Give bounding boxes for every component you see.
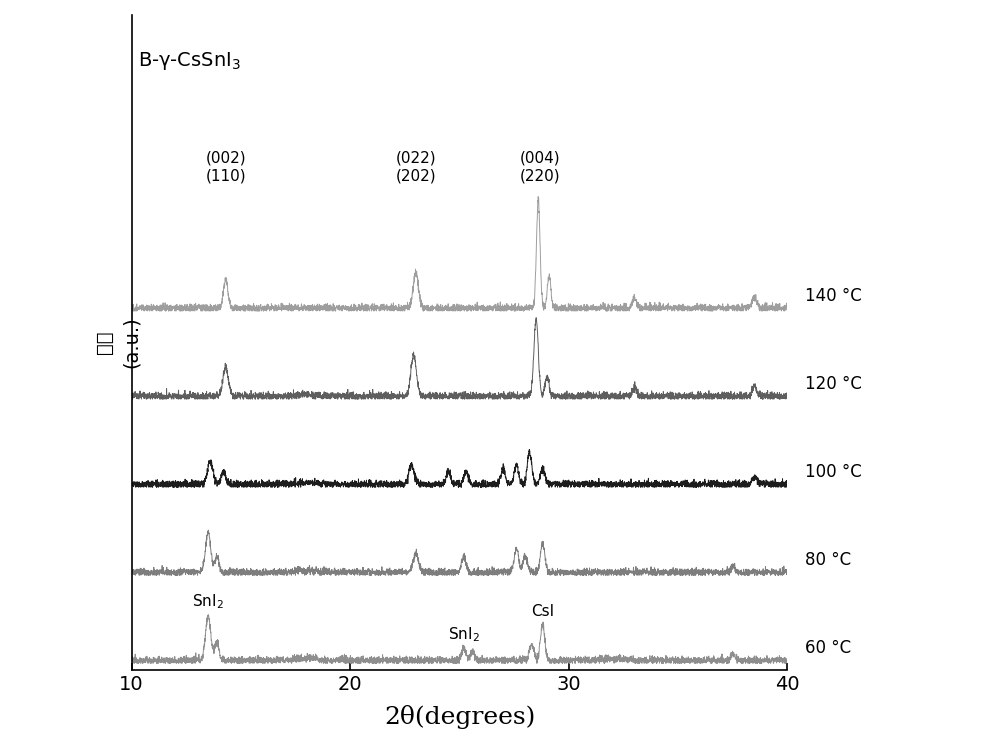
Text: CsI: CsI <box>531 604 554 619</box>
Text: 80 °C: 80 °C <box>805 551 851 569</box>
Text: 140 °C: 140 °C <box>805 287 862 305</box>
Text: B-γ-CsSnI$_3$: B-γ-CsSnI$_3$ <box>138 51 241 72</box>
Text: (022)
(202): (022) (202) <box>396 151 436 183</box>
Y-axis label: 强度
(a.u.): 强度 (a.u.) <box>95 317 140 368</box>
Text: (002)
(110): (002) (110) <box>205 151 246 183</box>
Text: 60 °C: 60 °C <box>805 639 851 657</box>
Text: SnI$_2$: SnI$_2$ <box>192 592 224 611</box>
X-axis label: 2θ(degrees): 2θ(degrees) <box>384 705 535 729</box>
Text: (004)
(220): (004) (220) <box>520 151 561 183</box>
Text: 120 °C: 120 °C <box>805 375 862 393</box>
Text: SnI$_2$: SnI$_2$ <box>448 626 480 644</box>
Text: 100 °C: 100 °C <box>805 463 862 481</box>
